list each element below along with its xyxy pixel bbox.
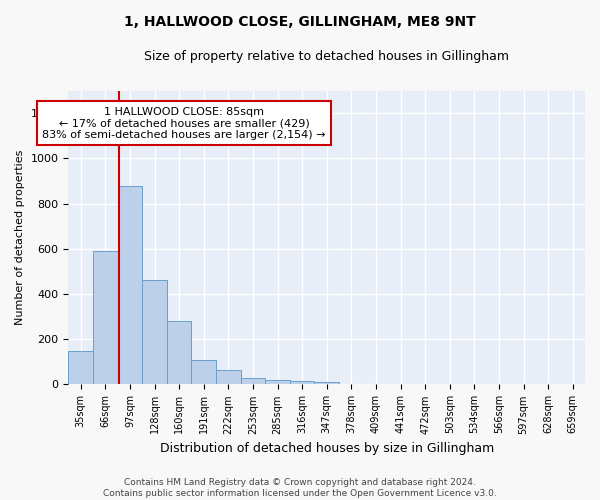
Bar bbox=[118, 186, 142, 384]
X-axis label: Distribution of detached houses by size in Gillingham: Distribution of detached houses by size … bbox=[160, 442, 494, 455]
Bar bbox=[167, 321, 191, 384]
Y-axis label: Number of detached properties: Number of detached properties bbox=[15, 150, 25, 325]
Text: 1 HALLWOOD CLOSE: 85sqm
← 17% of detached houses are smaller (429)
83% of semi-d: 1 HALLWOOD CLOSE: 85sqm ← 17% of detache… bbox=[42, 106, 326, 140]
Bar bbox=[93, 251, 118, 384]
Bar bbox=[191, 360, 216, 384]
Text: 1, HALLWOOD CLOSE, GILLINGHAM, ME8 9NT: 1, HALLWOOD CLOSE, GILLINGHAM, ME8 9NT bbox=[124, 15, 476, 29]
Bar bbox=[241, 378, 265, 384]
Bar bbox=[290, 381, 314, 384]
Bar bbox=[314, 382, 339, 384]
Bar bbox=[142, 280, 167, 384]
Bar bbox=[68, 350, 93, 384]
Bar bbox=[265, 380, 290, 384]
Title: Size of property relative to detached houses in Gillingham: Size of property relative to detached ho… bbox=[144, 50, 509, 63]
Bar bbox=[216, 370, 241, 384]
Text: Contains HM Land Registry data © Crown copyright and database right 2024.
Contai: Contains HM Land Registry data © Crown c… bbox=[103, 478, 497, 498]
